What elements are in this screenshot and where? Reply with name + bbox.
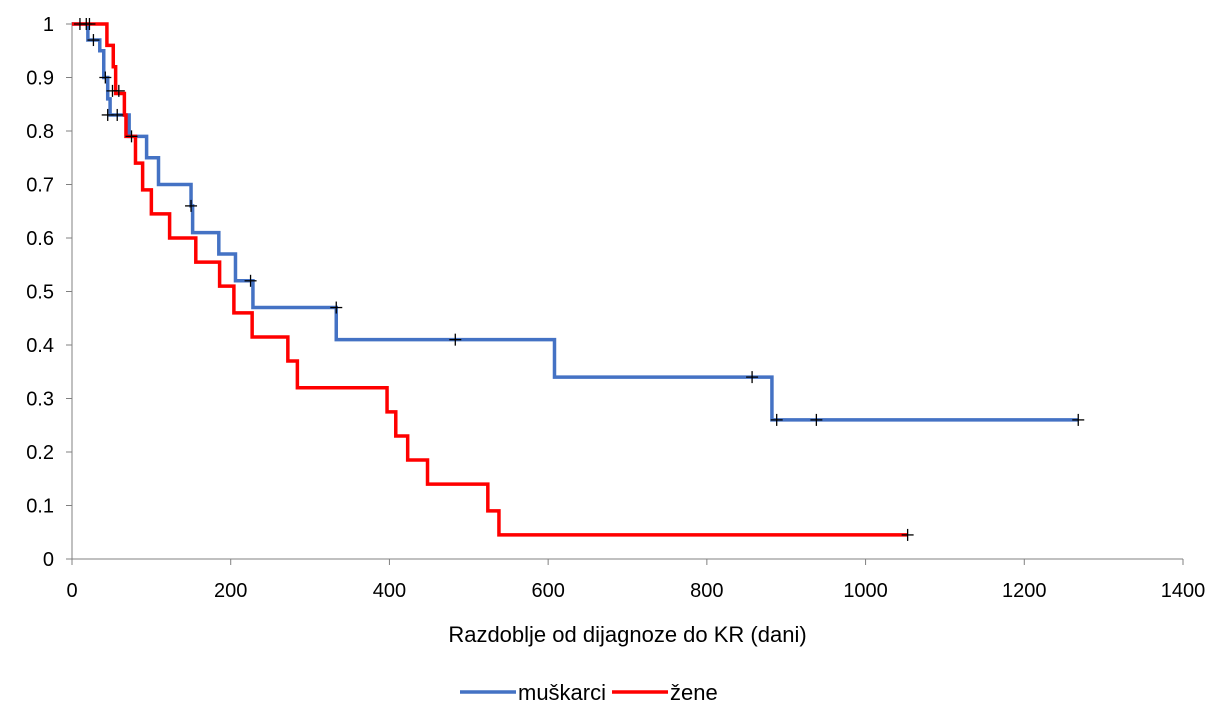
- legend-item: muškarci: [460, 680, 606, 705]
- y-tick-label: 1: [43, 14, 54, 36]
- censor-marker: [330, 301, 343, 314]
- censor-marker: [449, 333, 462, 346]
- censor-marker: [810, 413, 823, 426]
- x-axis-title: Razdoblje od dijagnoze do KR (dani): [448, 622, 806, 647]
- series-layer: [72, 22, 1079, 537]
- x-tick-label: 400: [373, 580, 406, 602]
- censor-marker: [83, 18, 96, 30]
- y-tick-label: 0: [43, 549, 54, 571]
- x-tick-label: 1400: [1161, 580, 1206, 602]
- legend-label: muškarci: [518, 680, 606, 705]
- censor-marker: [1072, 413, 1085, 426]
- censor-marker-layer: [73, 18, 1085, 541]
- censor-marker: [185, 199, 198, 212]
- censor-marker: [125, 130, 138, 143]
- x-tick-label: 800: [690, 580, 723, 602]
- censor-marker: [111, 108, 124, 121]
- legend: muškarci žene: [460, 680, 718, 705]
- x-tick-label: 1200: [1002, 580, 1047, 602]
- censor-marker: [87, 34, 100, 47]
- censor-marker: [112, 84, 125, 97]
- censor-marker: [901, 528, 914, 541]
- legend-label: žene: [670, 680, 718, 705]
- x-tick-label: 0: [66, 580, 77, 602]
- y-tick-label: 0.3: [26, 389, 54, 411]
- series-line-muskarci: [72, 22, 1079, 422]
- x-tick-label: 1000: [843, 580, 888, 602]
- series-line-zene: [72, 22, 908, 537]
- x-tick-label: 200: [214, 580, 247, 602]
- y-tick-label: 0.1: [26, 496, 54, 518]
- y-tick-label: 0.2: [26, 442, 54, 464]
- y-tick-label: 0.5: [26, 282, 54, 304]
- y-tick-label: 0.9: [26, 68, 54, 90]
- censor-marker: [746, 371, 759, 384]
- legend-item: žene: [612, 680, 718, 705]
- censor-marker: [770, 413, 783, 426]
- y-tick-label: 0.6: [26, 228, 54, 250]
- y-tick-label: 0.4: [26, 335, 54, 357]
- x-tick-label: 600: [531, 580, 564, 602]
- y-tick-label: 0.7: [26, 175, 54, 197]
- censor-marker: [244, 274, 257, 287]
- censor-marker: [99, 71, 112, 84]
- y-tick-label: 0.8: [26, 121, 54, 143]
- axes: 0 0.1 0.2 0.3 0.4 0.5 0.6 0.7 0.8 0.9 1 0 200 400 600 8…: [26, 14, 1205, 602]
